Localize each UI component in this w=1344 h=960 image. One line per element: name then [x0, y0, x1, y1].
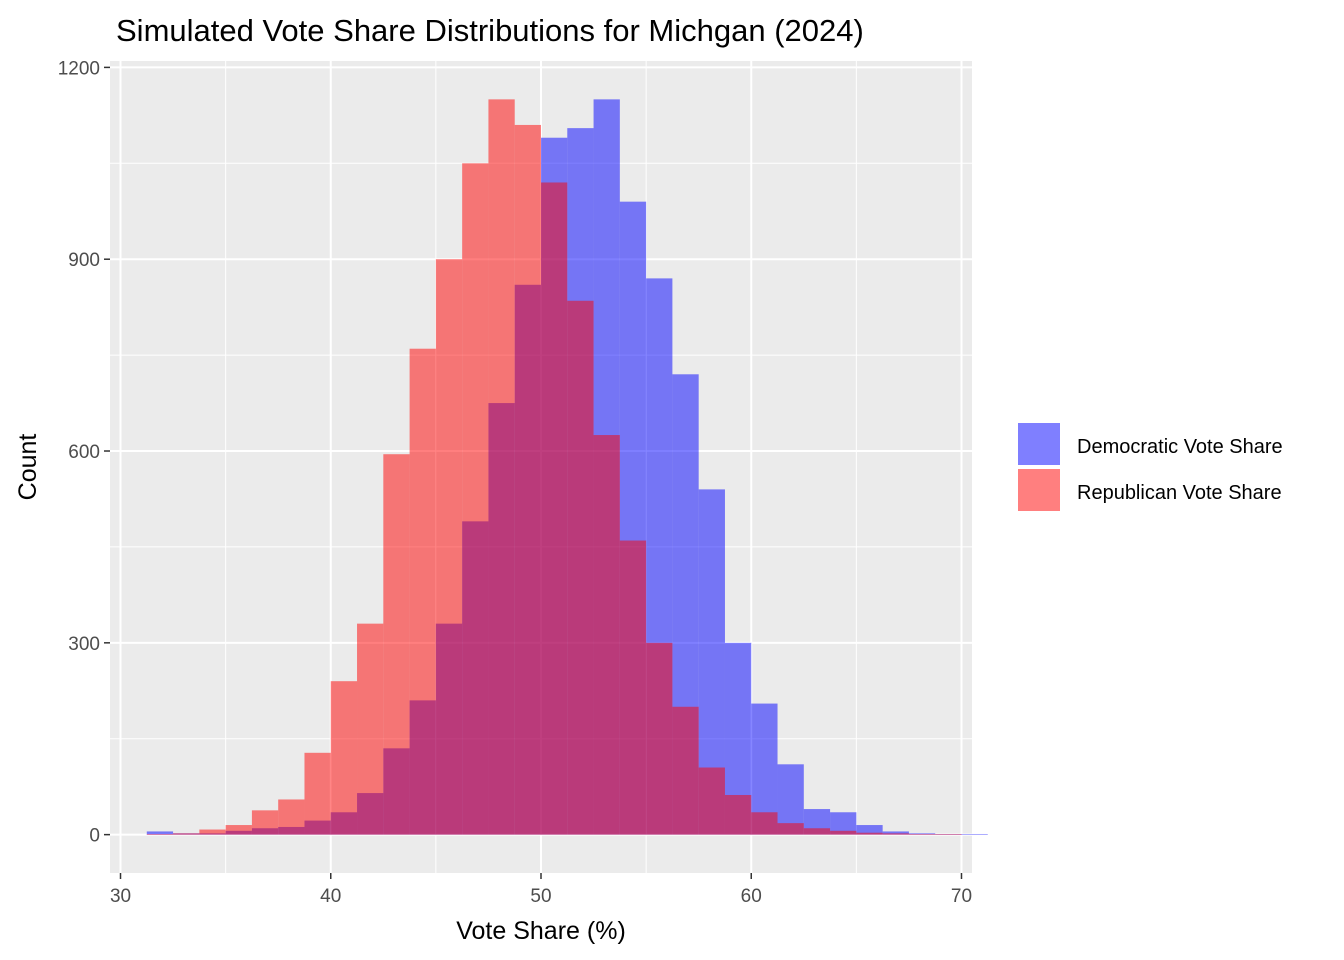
histogram-bar — [935, 833, 962, 835]
series-republican — [146, 99, 962, 835]
histogram-bar — [908, 833, 936, 835]
histogram-bar — [567, 300, 594, 835]
histogram-bar — [646, 642, 673, 835]
histogram-bar — [409, 348, 436, 835]
x-tick-label: 70 — [951, 886, 972, 907]
y-tick-label: 300 — [68, 634, 100, 655]
histogram-bar — [146, 831, 174, 835]
histogram-bars — [146, 99, 988, 835]
histogram-bar — [856, 832, 883, 835]
y-tick-label: 900 — [68, 250, 100, 271]
histogram-bar — [961, 833, 988, 835]
chart-title: Simulated Vote Share Distributions for M… — [116, 13, 864, 48]
histogram-bar — [251, 810, 279, 835]
histogram-bar — [777, 764, 804, 835]
histogram-bar — [856, 825, 883, 835]
axes: 30 40 50 60 70 0 300 600 900 1200 — [58, 58, 972, 907]
legend-label-democratic: Democratic Vote Share — [1077, 436, 1283, 458]
histogram-bar — [383, 454, 410, 835]
histogram-bar — [777, 823, 804, 835]
histogram-bar — [672, 706, 699, 835]
histogram-bar — [357, 623, 384, 835]
histogram-bar — [488, 99, 515, 835]
y-tick-label: 600 — [68, 442, 100, 463]
histogram-bar — [541, 182, 568, 835]
histogram-bar — [724, 794, 752, 835]
legend-swatch-republican — [1018, 469, 1060, 511]
x-axis-title: Vote Share (%) — [456, 917, 626, 945]
legend-label-republican: Republican Vote Share — [1077, 482, 1282, 504]
x-tick-label: 30 — [110, 886, 131, 907]
histogram-bar — [146, 833, 174, 835]
histogram-bar — [435, 259, 463, 835]
histogram-bar — [830, 812, 857, 835]
y-tick-label: 1200 — [58, 58, 100, 79]
histogram-bar — [698, 767, 725, 835]
histogram-bar — [199, 829, 226, 835]
histogram-bar — [803, 828, 831, 835]
histogram-bar — [830, 830, 857, 835]
legend: Democratic Vote Share Republican Vote Sh… — [1016, 421, 1283, 513]
x-tick-label: 50 — [530, 886, 551, 907]
x-tick-label: 60 — [741, 886, 762, 907]
y-axis-title: Count — [14, 434, 42, 501]
histogram-bar — [514, 124, 541, 835]
y-tick-label: 0 — [89, 826, 100, 847]
histogram-bar — [330, 681, 358, 835]
histogram-bar — [751, 812, 778, 835]
histogram-bar — [225, 825, 252, 835]
histogram-bar — [882, 831, 909, 835]
histogram-bar — [593, 435, 620, 835]
histogram-bar — [173, 833, 200, 835]
histogram-bar — [882, 833, 909, 835]
x-tick-label: 40 — [320, 886, 341, 907]
histogram-bar — [304, 752, 331, 835]
histogram-bar — [462, 163, 489, 835]
histogram-bar — [278, 799, 305, 835]
legend-swatch-democratic — [1018, 423, 1060, 465]
histogram-bar — [619, 540, 647, 835]
